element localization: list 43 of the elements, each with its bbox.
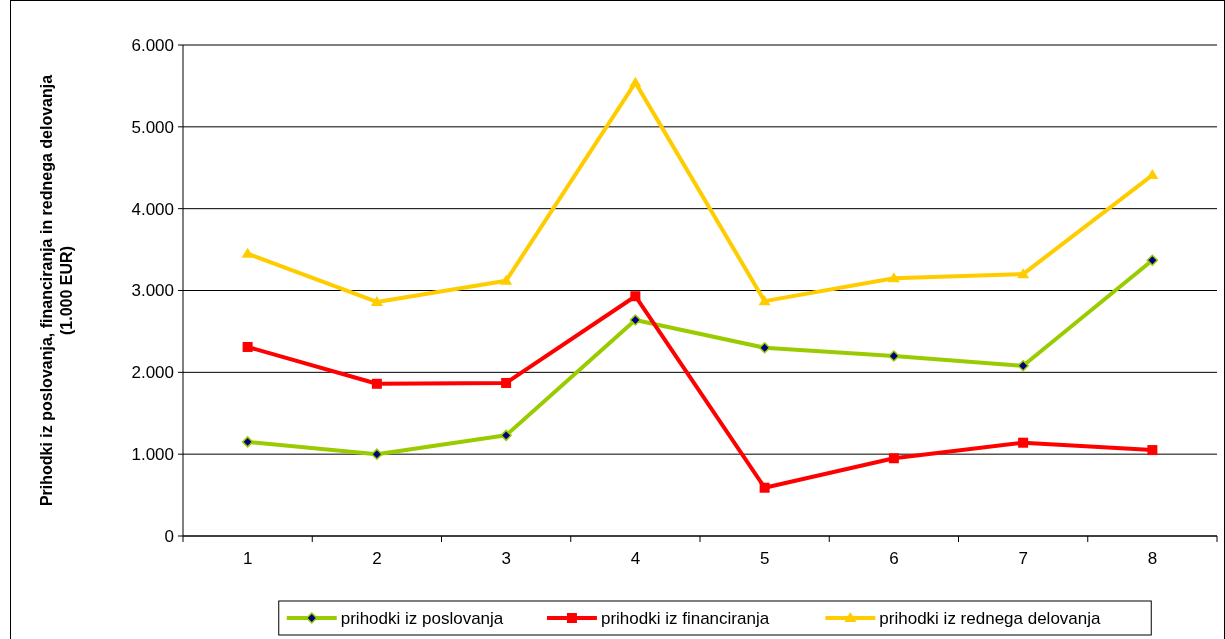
x-tick-label: 2 (372, 549, 382, 568)
point (371, 448, 383, 460)
point (1147, 445, 1158, 456)
point (241, 247, 254, 258)
point (501, 377, 512, 388)
point (500, 429, 512, 442)
point (1018, 437, 1029, 448)
point (888, 453, 899, 464)
x-tick-label: 8 (1147, 549, 1158, 568)
point (1146, 169, 1159, 180)
x-tick-label: 1 (242, 549, 253, 568)
x-tick-label: 5 (759, 549, 770, 568)
y-tick-label: 5.000 (131, 117, 174, 137)
y-tick-label: 6.000 (131, 35, 174, 55)
legend-label: prihodki iz poslovanja (340, 608, 504, 628)
legend-label: prihodki iz financiranja (600, 608, 770, 628)
point (759, 482, 770, 493)
point (1017, 360, 1029, 372)
x-tick-label: 7 (1018, 549, 1028, 568)
point (1146, 254, 1159, 266)
x-tick-label: 6 (889, 549, 899, 568)
point (629, 314, 642, 326)
point (888, 350, 900, 362)
point (758, 342, 771, 354)
point (370, 295, 383, 306)
point (500, 274, 513, 285)
x-tick-label: 4 (630, 549, 641, 568)
point (629, 76, 642, 87)
y-tick-label: 0 (164, 526, 174, 546)
point (371, 378, 382, 389)
y-axis-title: Prihodki iz poslovanja, financiranja in rednega delovanja (1.000 EUR) (38, 74, 75, 507)
y-tick-label: 2.000 (131, 363, 174, 383)
legend-label: prihodki iz rednega delovanja (879, 608, 1102, 628)
y-tick-label: 4.000 (131, 199, 174, 219)
y-tick-label: 1.000 (131, 445, 174, 465)
x-tick-label: 3 (501, 549, 511, 568)
point (887, 272, 900, 283)
point (1017, 268, 1030, 279)
point (242, 341, 253, 352)
y-tick-label: 3.000 (131, 281, 174, 301)
point (630, 291, 641, 302)
point (241, 436, 254, 448)
point (758, 295, 771, 306)
